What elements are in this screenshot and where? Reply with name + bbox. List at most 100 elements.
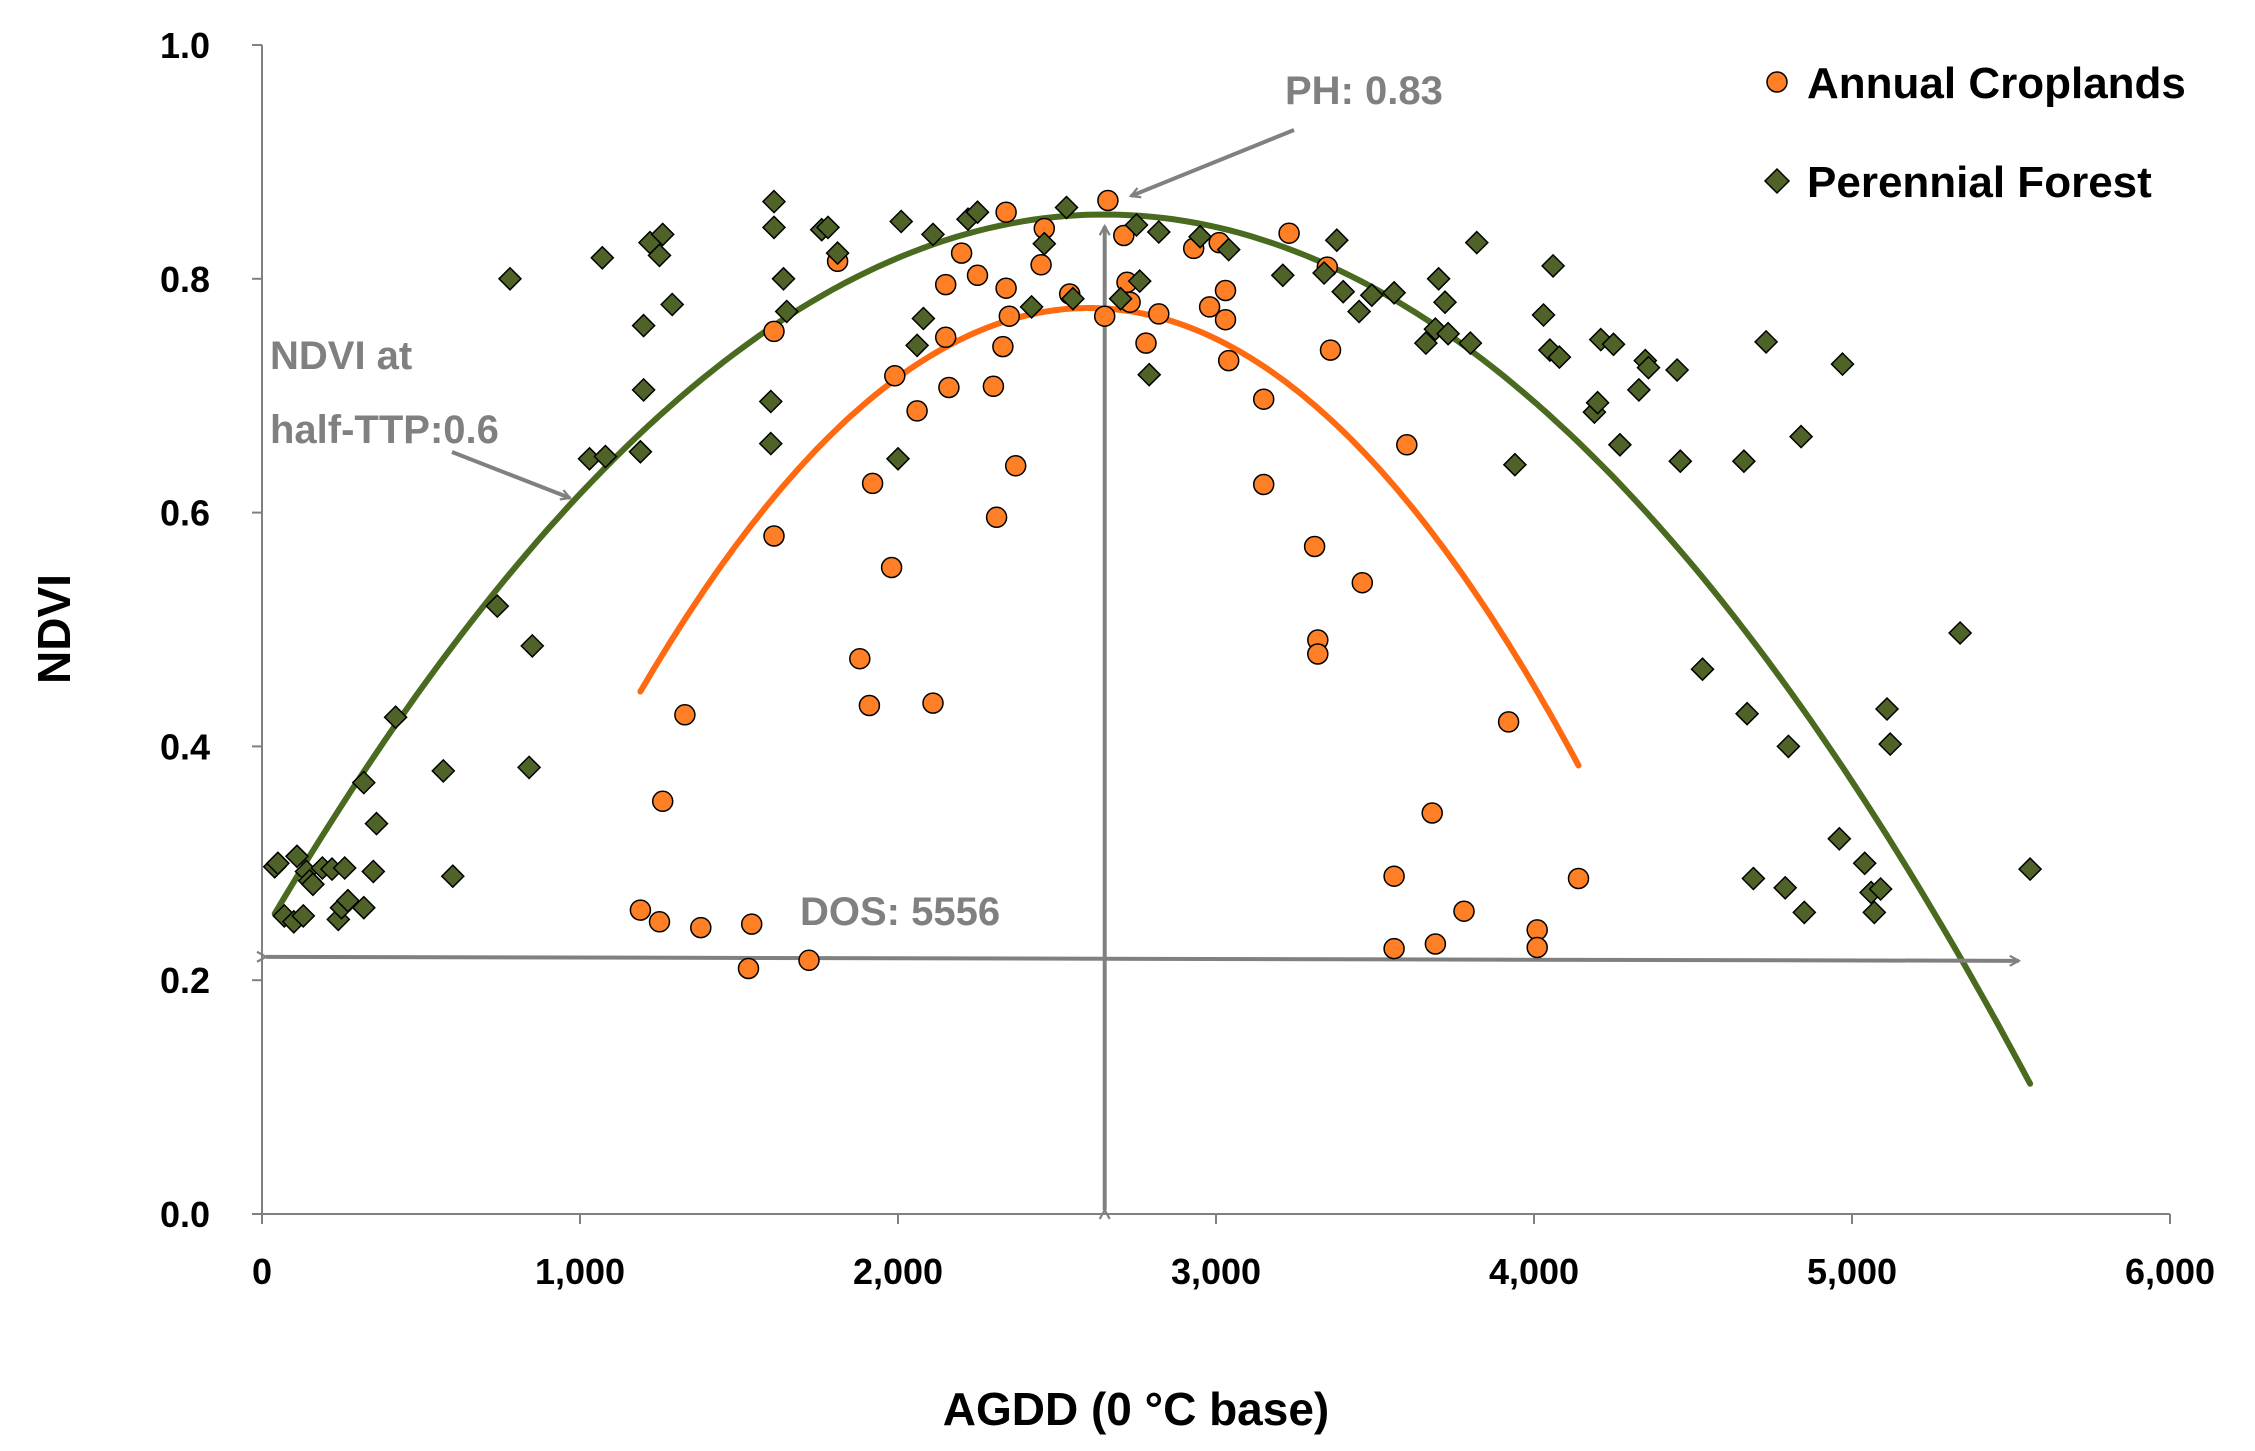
croplands-point — [934, 273, 957, 296]
forest-point — [1382, 280, 1407, 305]
croplands-point — [858, 694, 881, 717]
half-ttp-pointer-arrow — [451, 450, 570, 498]
forest-point — [1413, 331, 1438, 356]
croplands-point — [995, 201, 1017, 223]
forest-point — [825, 241, 850, 266]
croplands-point — [849, 647, 871, 670]
croplands-point — [1526, 936, 1548, 959]
x-tick-label: 0 — [252, 1251, 272, 1292]
forest-point — [1347, 299, 1372, 324]
forest-point — [815, 215, 841, 240]
forest-point — [485, 594, 510, 619]
forest-point — [1436, 321, 1461, 346]
y-tick-label: 0.8 — [160, 259, 210, 300]
forest-point — [1216, 237, 1241, 262]
forest-point — [1019, 294, 1044, 319]
forest-point — [1502, 452, 1527, 477]
y-tick-label: 0.0 — [160, 1194, 210, 1235]
croplands-point — [1453, 900, 1475, 922]
forest-point — [431, 758, 456, 783]
forest-point — [300, 872, 325, 897]
forest-point — [1426, 266, 1451, 291]
forest-point — [1862, 900, 1887, 925]
forest-point — [660, 292, 685, 317]
forest-point — [1665, 357, 1690, 383]
forest-point — [593, 444, 618, 469]
half-ttp-label-line1: NDVI at — [270, 334, 412, 378]
forest-point — [758, 389, 783, 414]
forest-point — [758, 431, 783, 456]
forest-point — [1124, 212, 1149, 238]
croplands-point — [1214, 279, 1237, 302]
croplands-point — [950, 242, 973, 264]
forest-point — [1827, 826, 1852, 851]
croplands-point — [1004, 455, 1027, 477]
dos-label: DOS: 5556 — [800, 890, 1000, 934]
forest-point — [1032, 231, 1057, 256]
forest-point — [911, 306, 936, 331]
croplands-point — [985, 506, 1008, 529]
croplands-point — [906, 400, 928, 422]
croplands-point — [1217, 349, 1240, 372]
forest-point — [291, 903, 316, 928]
forest-point — [889, 209, 914, 234]
x-ticks: 0 1,000 2,000 3,000 4,000 5,000 6,000 — [252, 1214, 2215, 1292]
x-tick-label: 5,000 — [1807, 1251, 1897, 1292]
ph-pointer-arrow — [1131, 128, 1295, 196]
forest-point — [1668, 449, 1693, 474]
legend: Annual Croplands Perennial Forest — [1763, 59, 2186, 207]
croplands-point — [1319, 339, 1342, 361]
croplands-point — [861, 472, 884, 495]
dos-arrow — [266, 957, 2019, 961]
forest-point — [1948, 620, 1973, 646]
legend-marker-forest — [1763, 167, 1791, 195]
forest-point — [2018, 857, 2043, 882]
forest-point — [1852, 851, 1877, 876]
forest-point — [265, 851, 290, 876]
croplands-point — [674, 704, 696, 726]
axes — [261, 45, 2170, 1215]
forest-point — [965, 200, 990, 225]
forest-point — [1188, 224, 1213, 249]
croplands-point — [1148, 303, 1170, 325]
forest-point — [1458, 331, 1483, 356]
forest-point — [631, 313, 656, 338]
forest-point — [590, 245, 615, 270]
croplands-point — [922, 692, 944, 714]
forest-point — [1830, 352, 1855, 377]
forest-point — [1270, 263, 1295, 288]
croplands-point — [648, 911, 671, 933]
croplands-point — [798, 949, 820, 972]
forest-point — [364, 811, 389, 836]
croplands-point — [1198, 296, 1221, 318]
croplands-point — [934, 326, 957, 349]
forest-point — [1464, 230, 1489, 255]
forest-point — [761, 189, 787, 214]
forest-point — [1324, 228, 1349, 253]
forest-point — [1868, 876, 1893, 902]
data-points — [262, 189, 2043, 980]
croplands-point — [740, 913, 763, 935]
forest-point — [647, 243, 672, 268]
croplands-point — [1030, 254, 1052, 276]
croplands-point — [992, 335, 1014, 358]
annotation-arrows — [266, 128, 2019, 1210]
croplands-point — [1252, 473, 1275, 496]
forest-point — [332, 855, 357, 881]
forest-point — [520, 633, 545, 658]
half-ttp-label-line2: half-TTP:0.6 — [270, 408, 499, 452]
forest-point — [1531, 302, 1556, 328]
forest-point — [1127, 269, 1152, 294]
legend-marker-croplands — [1766, 71, 1788, 93]
forest-point — [920, 222, 946, 247]
forest-point — [1541, 253, 1566, 278]
forest-point — [1054, 195, 1079, 220]
forest-point — [761, 215, 787, 240]
forest-point — [1741, 866, 1766, 891]
croplands-point — [966, 264, 989, 287]
croplands-point — [995, 277, 1017, 299]
legend-label-forest: Perennial Forest — [1807, 158, 2152, 207]
croplands-point — [1278, 222, 1300, 244]
croplands-point — [1252, 388, 1275, 410]
